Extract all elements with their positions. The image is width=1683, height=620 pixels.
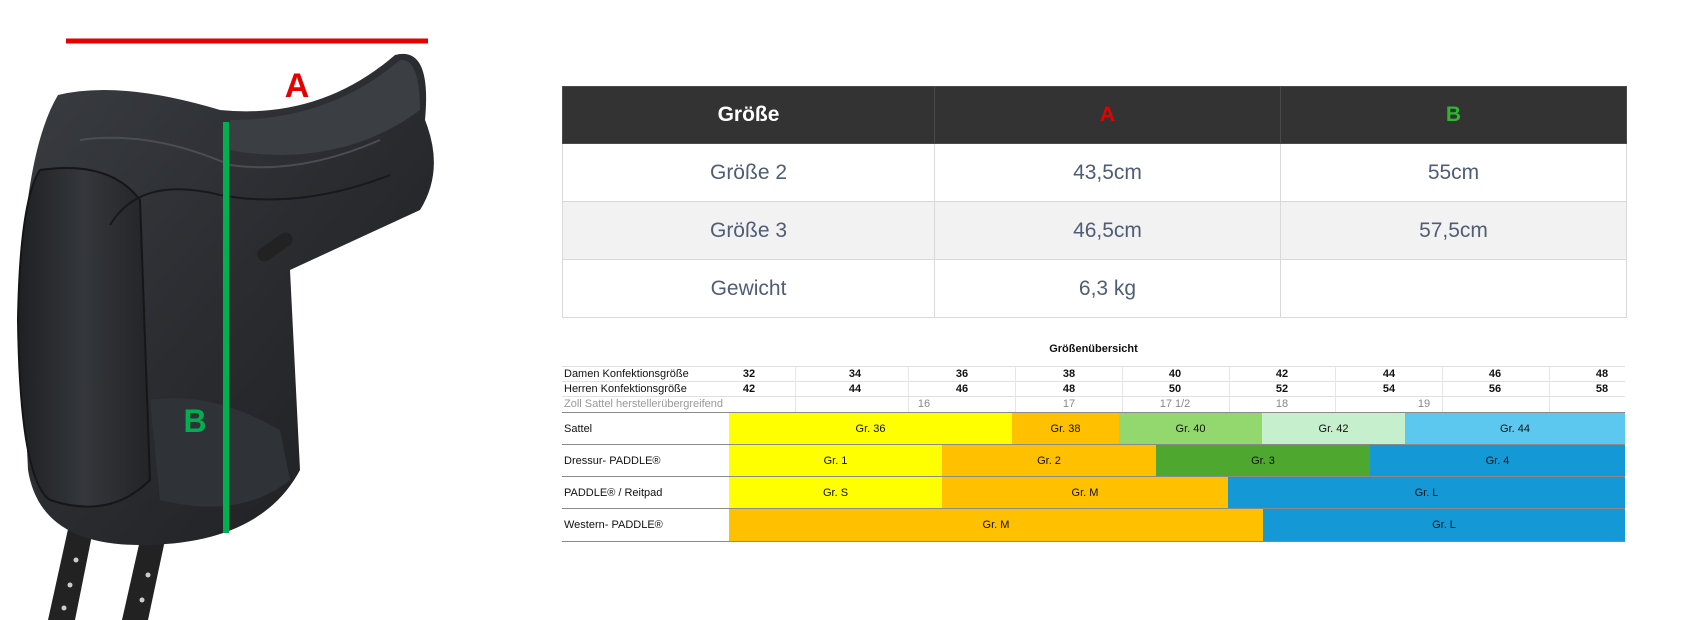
zoll-value: 16: [917, 398, 931, 410]
size-table: Größe A B Größe 2 43,5cm 55cm Größe 3 46…: [562, 86, 1627, 318]
herren-value: 50: [1168, 383, 1182, 395]
grid-divider: [1122, 366, 1123, 412]
table-row: Größe 3 46,5cm 57,5cm: [562, 201, 1627, 260]
label-a: A: [285, 67, 310, 105]
zoll-value: 18: [1275, 398, 1289, 410]
size-segment: Gr. 36: [729, 413, 1012, 445]
table-cell: 55cm: [1280, 143, 1627, 202]
herren-value: 48: [1062, 383, 1076, 395]
damen-value: 48: [1595, 368, 1609, 380]
size-segment: Gr. 1: [729, 445, 942, 477]
band-dressur-paddle: Dressur- PADDLE® Gr. 1 Gr. 2 Gr. 3 Gr. 4: [562, 444, 1625, 477]
size-segment: Gr. 38: [1012, 413, 1119, 445]
header-groesse: Größe: [562, 86, 935, 144]
size-segment: Gr. 44: [1405, 413, 1625, 445]
header-a: A: [934, 86, 1281, 144]
damen-value: 34: [848, 368, 862, 380]
table-cell: 46,5cm: [934, 201, 1281, 260]
overview-title: Größenübersicht: [1049, 343, 1138, 355]
size-segment: Gr. 4: [1370, 445, 1625, 477]
grid-divider: [1015, 366, 1016, 412]
grid-divider: [908, 366, 909, 412]
damen-value: 44: [1382, 368, 1396, 380]
band-label: Western- PADDLE®: [564, 519, 663, 531]
saddle-image: A B: [16, 38, 434, 620]
band-paddle-reitpad: PADDLE® / Reitpad Gr. S Gr. M Gr. L: [562, 476, 1625, 509]
zoll-value: 19: [1417, 398, 1431, 410]
size-segment: Gr. M: [729, 509, 1263, 541]
zoll-value: 17: [1062, 398, 1076, 410]
size-segment: Gr. L: [1228, 477, 1625, 509]
row-zoll: Zoll Sattel herstellerübergreifend 16 17 1…: [562, 396, 1625, 412]
table-cell: 6,3 kg: [934, 259, 1281, 318]
table-row: Größe 2 43,5cm 55cm: [562, 143, 1627, 202]
row-label-herren: Herren Konfektionsgröße: [564, 383, 687, 395]
table-cell: 43,5cm: [934, 143, 1281, 202]
band-label: PADDLE® / Reitpad: [564, 487, 663, 499]
band-western-paddle: Western- PADDLE® Gr. M Gr. L: [562, 508, 1625, 542]
damen-value: 38: [1062, 368, 1076, 380]
herren-value: 52: [1275, 383, 1289, 395]
label-b: B: [183, 403, 206, 439]
size-overview: Größenübersicht Damen Konfektionsgröße 3…: [562, 337, 1625, 542]
table-row: Gewicht 6,3 kg: [562, 259, 1627, 318]
table-cell: Gewicht: [562, 259, 935, 318]
row-damen: Damen Konfektionsgröße 32 34 36 38 40 42 44 46 4…: [562, 366, 1625, 382]
table-cell: 57,5cm: [1280, 201, 1627, 260]
size-segment: Gr. M: [942, 477, 1228, 509]
herren-value: 42: [742, 383, 756, 395]
herren-value: 46: [955, 383, 969, 395]
herren-value: 54: [1382, 383, 1396, 395]
table-cell: [1280, 259, 1627, 318]
table-cell: Größe 3: [562, 201, 935, 260]
damen-value: 36: [955, 368, 969, 380]
grid-divider: [795, 366, 796, 412]
grid-divider: [1229, 366, 1230, 412]
damen-value: 46: [1488, 368, 1502, 380]
size-segment: Gr. 40: [1119, 413, 1262, 445]
row-herren: Herren Konfektionsgröße 42 44 46 48 50 52 54 56…: [562, 381, 1625, 397]
band-label: Sattel: [564, 423, 593, 435]
size-segment: Gr. 3: [1156, 445, 1370, 477]
zoll-value: 17 1/2: [1159, 398, 1191, 410]
row-label-damen: Damen Konfektionsgröße: [564, 368, 689, 380]
size-segment: Gr. 2: [942, 445, 1156, 477]
herren-value: 56: [1488, 383, 1502, 395]
size-table-header: Größe A B: [562, 86, 1627, 144]
grid-divider: [1335, 366, 1336, 412]
damen-value: 40: [1168, 368, 1182, 380]
row-label-zoll: Zoll Sattel herstellerübergreifend: [564, 398, 723, 410]
header-b: B: [1280, 86, 1627, 144]
band-sattel: Sattel Gr. 36 Gr. 38 Gr. 40 Gr. 42 Gr. 44: [562, 412, 1625, 445]
damen-value: 32: [742, 368, 756, 380]
damen-value: 42: [1275, 368, 1289, 380]
size-segment: Gr. L: [1263, 509, 1625, 541]
band-label: Dressur- PADDLE®: [564, 455, 661, 467]
size-segment: Gr. S: [729, 477, 942, 509]
herren-value: 58: [1595, 383, 1609, 395]
size-segment: Gr. 42: [1262, 413, 1405, 445]
herren-value: 44: [848, 383, 862, 395]
grid-divider: [1549, 366, 1550, 412]
grid-divider: [1442, 366, 1443, 412]
table-cell: Größe 2: [562, 143, 935, 202]
